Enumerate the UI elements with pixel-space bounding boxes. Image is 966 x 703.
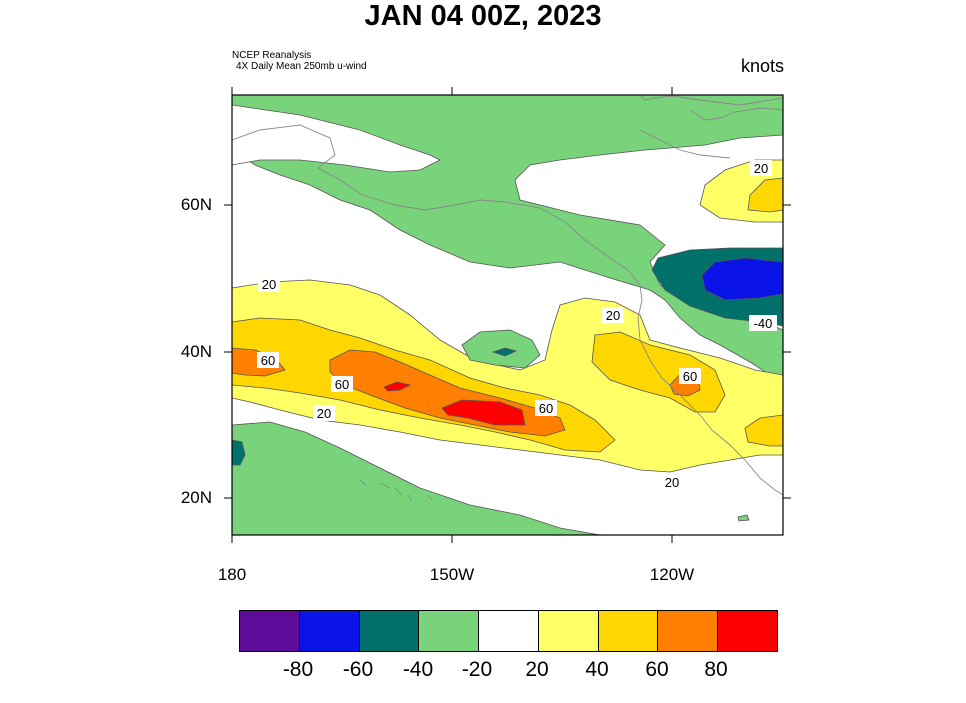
colorbar-swatch <box>479 611 539 651</box>
colorbar-swatch <box>240 611 300 651</box>
contour-label: 60 <box>331 376 353 392</box>
lon-label-120w: 120W <box>649 565 695 584</box>
svg-text:-40: -40 <box>754 316 773 331</box>
contour-label: 60 <box>535 400 557 416</box>
svg-text:60: 60 <box>261 353 275 368</box>
colorbar-label: 40 <box>585 658 609 681</box>
svg-text:60: 60 <box>539 401 553 416</box>
contour-label: 60 <box>679 368 701 384</box>
colorbar-label: 80 <box>704 658 728 681</box>
contour-neg20-south-east <box>737 514 750 522</box>
contour-label: 20 <box>661 474 683 490</box>
svg-text:20: 20 <box>665 475 679 490</box>
units-label: knots <box>740 56 784 76</box>
colorbar-swatch <box>718 611 778 651</box>
svg-text:20: 20 <box>262 277 276 292</box>
colorbar-label: -20 <box>461 658 493 681</box>
contour-labels: 20 60 60 20 60 20 60 20 <box>257 160 777 490</box>
colorbar-swatch <box>538 611 599 651</box>
colorbar-label: 20 <box>525 658 549 681</box>
svg-text:20: 20 <box>317 406 331 421</box>
islands <box>359 479 433 502</box>
contour-pos40-northeast <box>747 177 783 213</box>
map-title: JAN 04 00Z, 2023 <box>364 0 602 32</box>
lon-label-150w: 150W <box>429 565 475 584</box>
contour-pos20-jet <box>232 279 783 473</box>
lat-label-20n: 20N <box>180 488 212 507</box>
colorbar-label: 60 <box>645 658 669 681</box>
contour-neg60 <box>701 257 783 301</box>
lat-label-60n: 60N <box>180 195 212 214</box>
contour-neg40-island <box>491 347 518 357</box>
contour-label: 20 <box>313 405 335 421</box>
contour-label: 20 <box>602 307 624 323</box>
colorbar-swatch <box>359 611 420 651</box>
contour-pos40-southeast <box>744 414 783 447</box>
axis-ticks <box>224 87 791 543</box>
source-label: NCEP Reanalysis <box>232 50 312 61</box>
contour-gap-north <box>232 104 441 173</box>
contour-pos80-a <box>383 381 412 392</box>
map-frame <box>231 94 784 536</box>
contour-neg20-south <box>232 421 601 535</box>
lat-label-40n: 40N <box>180 342 212 361</box>
contour-label: -40 <box>749 315 777 331</box>
svg-text:20: 20 <box>754 161 768 176</box>
contour-label: 60 <box>257 352 279 368</box>
svg-text:20: 20 <box>606 308 620 323</box>
coastline <box>232 95 783 496</box>
colorbar-swatch <box>658 611 719 651</box>
contour-pos80-b <box>441 399 526 426</box>
contour-label: 20 <box>258 276 280 292</box>
colorbar-label: -60 <box>342 658 374 681</box>
colorbar-swatch <box>299 611 360 651</box>
lon-label-180: 180 <box>217 565 247 584</box>
colorbar-swatch <box>419 611 480 651</box>
svg-text:60: 60 <box>683 369 697 384</box>
colorbar-label: -40 <box>402 658 434 681</box>
svg-text:60: 60 <box>335 377 349 392</box>
variable-label: 4X Daily Mean 250mb u-wind <box>236 61 367 72</box>
contour-neg40-south <box>232 439 246 466</box>
colorbar-swatch <box>598 611 659 651</box>
colorbar-label: -80 <box>282 658 314 681</box>
contour-label: 20 <box>750 160 772 176</box>
colorbar <box>239 610 778 652</box>
